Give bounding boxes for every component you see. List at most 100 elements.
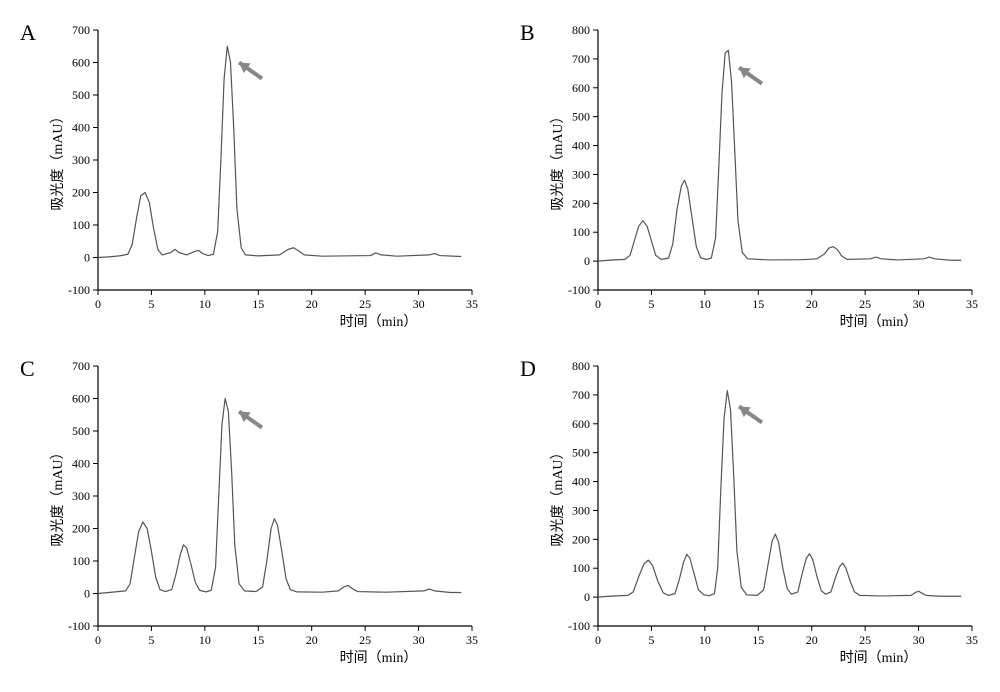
y-tick-label: 600: [572, 81, 590, 95]
x-tick-label: 20: [306, 633, 318, 647]
x-tick-label: 30: [913, 633, 925, 647]
panel-a: A -100 0 100 200 300 400 500 600 700 0 5 10 15 20 25 30 3…: [20, 20, 480, 336]
x-tick-label: 25: [359, 297, 371, 311]
x-axis-label: 时间（min）: [840, 314, 918, 330]
y-tick-label: 400: [72, 457, 90, 471]
x-tick-label: 5: [148, 297, 154, 311]
y-tick-label: 100: [72, 218, 90, 232]
y-tick-label: 300: [72, 153, 90, 167]
chromatogram-chart: -100 0 100 200 300 400 500 600 700 0 5 10 15 20 25 30 35…: [48, 20, 480, 336]
x-tick-label: 0: [595, 633, 601, 647]
y-tick-label: 700: [72, 359, 90, 373]
y-tick-label: 200: [572, 532, 590, 546]
x-tick-label: 5: [648, 297, 654, 311]
x-tick-label: 25: [359, 633, 371, 647]
y-tick-label: -100: [68, 619, 90, 633]
chromatogram-trace: [98, 399, 461, 594]
panel-c: C -100 0 100 200 300 400 500 600 700 0 5 10 15 20 25 30 3…: [20, 356, 480, 672]
y-tick-label: -100: [68, 283, 90, 297]
axes: [598, 366, 972, 626]
y-tick-label: 100: [72, 554, 90, 568]
x-tick-label: 35: [466, 297, 478, 311]
panel-b: B -100 0 100 200 300 400 500 600 700 800 0 5 10 15 20 25…: [520, 20, 980, 336]
y-tick-label: 300: [72, 489, 90, 503]
panel-label: A: [20, 20, 36, 46]
y-tick-label: 400: [572, 139, 590, 153]
x-tick-label: 35: [466, 633, 478, 647]
y-tick-label: 800: [572, 359, 590, 373]
y-tick-label: 600: [72, 392, 90, 406]
x-tick-label: 20: [806, 297, 818, 311]
panel-label: D: [520, 356, 536, 382]
x-tick-label: 25: [859, 297, 871, 311]
x-tick-label: 10: [699, 297, 711, 311]
x-tick-label: 5: [148, 633, 154, 647]
chart-svg: -100 0 100 200 300 400 500 600 700 0 5 10 15 20 25 30 35…: [48, 356, 480, 672]
y-tick-label: 500: [72, 424, 90, 438]
chromatogram-chart: -100 0 100 200 300 400 500 600 700 800 0 5 10 15 20 25 3…: [548, 356, 980, 672]
y-tick-label: 500: [72, 88, 90, 102]
chromatogram-chart: -100 0 100 200 300 400 500 600 700 800 0 5 10 15 20 25 3…: [548, 20, 980, 336]
y-tick-label: -100: [568, 283, 590, 297]
y-tick-label: 0: [84, 251, 90, 265]
y-tick-label: 400: [572, 475, 590, 489]
y-axis-label: 吸光度（mAU）: [50, 445, 66, 546]
y-tick-label: 600: [572, 417, 590, 431]
y-tick-label: 200: [72, 522, 90, 536]
y-tick-label: 600: [72, 56, 90, 70]
x-axis-label: 时间（min）: [340, 650, 418, 666]
x-tick-label: 0: [95, 633, 101, 647]
chart-svg: -100 0 100 200 300 400 500 600 700 800 0 5 10 15 20 25 3…: [548, 20, 980, 336]
y-tick-label: 0: [84, 587, 90, 601]
chromatogram-trace: [598, 50, 961, 261]
panel-d: D -100 0 100 200 300 400 500 600 700 800 0 5 10 15 20 25…: [520, 356, 980, 672]
y-tick-label: -100: [568, 619, 590, 633]
y-tick-label: 500: [572, 446, 590, 460]
chart-svg: -100 0 100 200 300 400 500 600 700 0 5 10 15 20 25 30 35…: [48, 20, 480, 336]
x-tick-label: 35: [966, 297, 978, 311]
y-tick-label: 100: [572, 225, 590, 239]
y-tick-label: 100: [572, 561, 590, 575]
y-tick-label: 0: [584, 254, 590, 268]
x-tick-label: 20: [306, 297, 318, 311]
x-tick-label: 15: [752, 633, 764, 647]
y-axis-label: 吸光度（mAU）: [550, 445, 566, 546]
y-tick-label: 300: [572, 503, 590, 517]
x-tick-label: 15: [752, 297, 764, 311]
y-tick-label: 200: [72, 186, 90, 200]
y-axis-label: 吸光度（mAU）: [50, 109, 66, 210]
x-tick-label: 5: [648, 633, 654, 647]
x-tick-label: 0: [95, 297, 101, 311]
x-axis-label: 时间（min）: [340, 314, 418, 330]
x-tick-label: 10: [199, 633, 211, 647]
y-tick-label: 800: [572, 23, 590, 37]
y-tick-label: 200: [572, 196, 590, 210]
x-tick-label: 25: [859, 633, 871, 647]
chart-svg: -100 0 100 200 300 400 500 600 700 800 0 5 10 15 20 25 3…: [548, 356, 980, 672]
chromatogram-chart: -100 0 100 200 300 400 500 600 700 0 5 10 15 20 25 30 35…: [48, 356, 480, 672]
x-tick-label: 30: [413, 633, 425, 647]
x-tick-label: 35: [966, 633, 978, 647]
y-tick-label: 400: [72, 121, 90, 135]
x-tick-label: 15: [252, 633, 264, 647]
x-tick-label: 20: [806, 633, 818, 647]
y-tick-label: 300: [572, 167, 590, 181]
y-tick-label: 0: [584, 590, 590, 604]
x-tick-label: 10: [699, 633, 711, 647]
y-tick-label: 700: [72, 23, 90, 37]
chromatogram-trace: [598, 391, 961, 598]
x-tick-label: 10: [199, 297, 211, 311]
y-tick-label: 700: [572, 52, 590, 66]
y-tick-label: 700: [572, 388, 590, 402]
panel-label: B: [520, 20, 535, 46]
x-axis-label: 时间（min）: [840, 650, 918, 666]
x-tick-label: 0: [595, 297, 601, 311]
x-tick-label: 30: [413, 297, 425, 311]
x-tick-label: 15: [252, 297, 264, 311]
y-axis-label: 吸光度（mAU）: [550, 109, 566, 210]
axes: [98, 366, 472, 626]
panel-label: C: [20, 356, 35, 382]
x-tick-label: 30: [913, 297, 925, 311]
chromatogram-trace: [98, 46, 461, 257]
y-tick-label: 500: [572, 110, 590, 124]
